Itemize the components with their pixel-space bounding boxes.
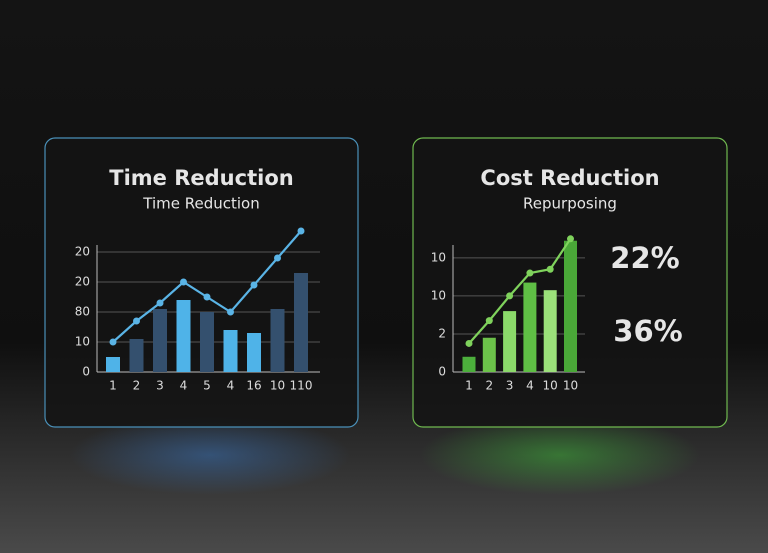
trend-point bbox=[526, 269, 534, 277]
trend-point bbox=[485, 317, 493, 325]
trend-point bbox=[227, 308, 234, 316]
bar bbox=[564, 240, 577, 372]
trend-point bbox=[567, 235, 574, 243]
x-tick-label: 16 bbox=[246, 379, 261, 393]
bar bbox=[176, 300, 191, 372]
x-tick-label: 4 bbox=[227, 379, 235, 393]
bar bbox=[247, 333, 261, 372]
x-tick-label: 110 bbox=[290, 379, 313, 393]
bar bbox=[462, 356, 476, 372]
x-tick-label: 10 bbox=[270, 379, 285, 393]
x-tick-label: 10 bbox=[543, 379, 558, 393]
bar bbox=[294, 273, 308, 372]
x-tick-label: 3 bbox=[506, 379, 514, 393]
x-tick-label: 2 bbox=[133, 379, 141, 393]
x-tick-label: 2 bbox=[485, 379, 493, 393]
trend-point bbox=[465, 339, 473, 347]
x-tick-label: 1 bbox=[465, 379, 473, 393]
trend-point bbox=[506, 292, 514, 300]
bar bbox=[223, 330, 238, 372]
bar bbox=[153, 309, 167, 372]
trend-point bbox=[109, 338, 117, 346]
bar bbox=[129, 339, 144, 372]
card-title: Cost Reduction bbox=[480, 166, 659, 190]
card-subtitle: Time Reduction bbox=[142, 195, 259, 213]
x-tick-label: 4 bbox=[180, 379, 188, 393]
bar bbox=[503, 311, 517, 372]
card-title: Time Reduction bbox=[109, 166, 293, 190]
card-subtitle: Repurposing bbox=[523, 195, 617, 213]
annotation: 36% bbox=[613, 314, 682, 348]
trend-point bbox=[133, 317, 140, 325]
trend-point bbox=[546, 265, 554, 273]
y-tick-label: 0 bbox=[82, 365, 90, 379]
trend-point bbox=[274, 254, 281, 262]
x-tick-label: 10 bbox=[563, 379, 578, 393]
y-tick-label: 20 bbox=[75, 275, 90, 289]
y-tick-label: 80 bbox=[75, 305, 90, 319]
y-tick-label: 10 bbox=[75, 335, 90, 349]
y-tick-label: 10 bbox=[431, 288, 446, 302]
bar bbox=[106, 357, 120, 372]
trend-point bbox=[156, 299, 164, 307]
trend-point bbox=[250, 281, 258, 289]
bar bbox=[270, 309, 285, 372]
x-tick-label: 1 bbox=[109, 379, 117, 393]
x-tick-label: 3 bbox=[156, 379, 164, 393]
trend-point bbox=[203, 293, 211, 301]
y-tick-label: 0 bbox=[438, 365, 446, 379]
trend-point bbox=[180, 278, 187, 286]
trend-line bbox=[468, 238, 572, 345]
glow bbox=[420, 415, 700, 495]
trend-point bbox=[297, 227, 305, 235]
bar bbox=[482, 337, 496, 372]
y-tick-label: 10 bbox=[431, 250, 446, 264]
bar bbox=[543, 290, 557, 372]
y-tick-label: 2 bbox=[438, 326, 446, 340]
y-tick-label: 20 bbox=[75, 245, 90, 259]
x-tick-label: 5 bbox=[203, 379, 211, 393]
glow bbox=[70, 415, 350, 495]
annotation: 22% bbox=[610, 241, 679, 275]
bar bbox=[523, 282, 537, 372]
x-tick-label: 4 bbox=[526, 379, 534, 393]
bar bbox=[200, 312, 214, 372]
